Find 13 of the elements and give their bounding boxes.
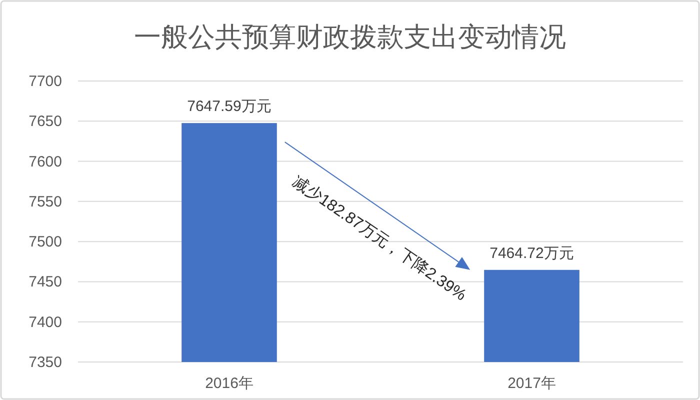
data-label: 7464.72万元 [490, 244, 574, 262]
y-tick-label: 7650 [28, 113, 62, 130]
data-label: 7647.59万元 [187, 98, 272, 116]
y-tick-label: 7600 [28, 153, 62, 170]
x-tick-label: 2016年 [205, 375, 254, 392]
y-tick-label: 7500 [28, 234, 62, 251]
x-tick-label: 2017年 [508, 375, 556, 392]
chart-title: 一般公共预算财政拨款支出变动情况 [134, 22, 566, 52]
y-tick-label: 7350 [28, 354, 62, 371]
y-tick-label: 7700 [28, 73, 62, 90]
y-tick-label: 7450 [28, 274, 62, 291]
y-tick-label: 7400 [28, 314, 62, 331]
y-tick-label: 7550 [28, 193, 62, 210]
